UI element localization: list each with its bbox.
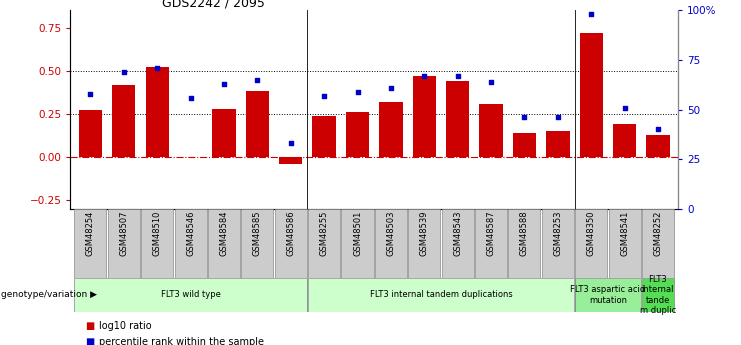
FancyBboxPatch shape bbox=[642, 209, 674, 278]
Point bbox=[619, 105, 631, 110]
FancyBboxPatch shape bbox=[442, 209, 473, 278]
FancyBboxPatch shape bbox=[175, 209, 207, 278]
FancyBboxPatch shape bbox=[242, 209, 273, 278]
Bar bbox=[413, 76, 436, 157]
FancyBboxPatch shape bbox=[107, 209, 140, 278]
FancyBboxPatch shape bbox=[74, 278, 307, 312]
FancyBboxPatch shape bbox=[575, 278, 641, 312]
Text: GSM48585: GSM48585 bbox=[253, 211, 262, 256]
Point bbox=[84, 91, 96, 97]
Text: FLT3 internal tandem duplications: FLT3 internal tandem duplications bbox=[370, 290, 512, 299]
Text: GSM48584: GSM48584 bbox=[219, 211, 228, 256]
Point bbox=[585, 11, 597, 17]
Point bbox=[151, 65, 163, 71]
Text: GSM48586: GSM48586 bbox=[286, 211, 295, 256]
Text: FLT3
internal
tande
m duplic: FLT3 internal tande m duplic bbox=[640, 275, 676, 315]
Bar bbox=[145, 67, 169, 157]
Text: FLT3 aspartic acid
mutation: FLT3 aspartic acid mutation bbox=[571, 285, 645, 305]
Bar bbox=[246, 91, 269, 157]
Point bbox=[485, 79, 497, 85]
FancyBboxPatch shape bbox=[642, 278, 674, 312]
Text: GDS2242 / 2095: GDS2242 / 2095 bbox=[162, 0, 265, 9]
FancyBboxPatch shape bbox=[275, 209, 307, 278]
FancyBboxPatch shape bbox=[375, 209, 407, 278]
Bar bbox=[479, 104, 502, 157]
Bar bbox=[579, 33, 603, 157]
Point bbox=[385, 85, 397, 90]
Text: log10 ratio: log10 ratio bbox=[99, 321, 151, 331]
FancyBboxPatch shape bbox=[342, 209, 373, 278]
Point bbox=[351, 89, 363, 95]
Text: GSM48501: GSM48501 bbox=[353, 211, 362, 256]
Bar bbox=[212, 109, 236, 157]
FancyBboxPatch shape bbox=[508, 209, 540, 278]
Bar bbox=[546, 131, 570, 157]
FancyBboxPatch shape bbox=[74, 209, 107, 278]
Text: genotype/variation ▶: genotype/variation ▶ bbox=[1, 290, 98, 299]
Bar bbox=[346, 112, 369, 157]
Point bbox=[185, 95, 196, 100]
FancyBboxPatch shape bbox=[142, 209, 173, 278]
Text: ■: ■ bbox=[85, 337, 94, 345]
Bar bbox=[379, 102, 402, 157]
Point bbox=[452, 73, 464, 79]
Text: GSM48543: GSM48543 bbox=[453, 211, 462, 256]
Bar bbox=[112, 85, 136, 157]
FancyBboxPatch shape bbox=[308, 278, 574, 312]
Bar bbox=[279, 157, 302, 164]
Text: GSM48254: GSM48254 bbox=[86, 211, 95, 256]
Text: GSM48252: GSM48252 bbox=[654, 211, 662, 256]
Point bbox=[552, 115, 564, 120]
Bar bbox=[446, 81, 469, 157]
Point bbox=[652, 127, 664, 132]
Text: GSM48510: GSM48510 bbox=[153, 211, 162, 256]
Bar bbox=[513, 133, 536, 157]
Text: GSM48539: GSM48539 bbox=[420, 211, 429, 256]
Point bbox=[218, 81, 230, 87]
Point bbox=[318, 93, 330, 98]
Text: FLT3 wild type: FLT3 wild type bbox=[161, 290, 221, 299]
Point bbox=[118, 69, 130, 75]
FancyBboxPatch shape bbox=[308, 209, 340, 278]
Point bbox=[519, 115, 531, 120]
FancyBboxPatch shape bbox=[408, 209, 440, 278]
Point bbox=[419, 73, 431, 79]
Bar bbox=[313, 116, 336, 157]
Text: ■: ■ bbox=[85, 321, 94, 331]
Point bbox=[251, 77, 263, 82]
FancyBboxPatch shape bbox=[608, 209, 641, 278]
FancyBboxPatch shape bbox=[542, 209, 574, 278]
FancyBboxPatch shape bbox=[575, 209, 607, 278]
Bar bbox=[79, 110, 102, 157]
Text: percentile rank within the sample: percentile rank within the sample bbox=[99, 337, 264, 345]
Text: GSM48507: GSM48507 bbox=[119, 211, 128, 256]
Text: GSM48503: GSM48503 bbox=[386, 211, 396, 256]
Text: GSM48541: GSM48541 bbox=[620, 211, 629, 256]
Bar bbox=[646, 135, 670, 157]
Text: GSM48546: GSM48546 bbox=[186, 211, 195, 256]
Text: GSM48350: GSM48350 bbox=[587, 211, 596, 256]
Text: GSM48253: GSM48253 bbox=[554, 211, 562, 256]
FancyBboxPatch shape bbox=[208, 209, 240, 278]
Text: GSM48587: GSM48587 bbox=[487, 211, 496, 256]
Text: GSM48255: GSM48255 bbox=[319, 211, 328, 256]
Text: GSM48588: GSM48588 bbox=[520, 211, 529, 256]
Bar bbox=[613, 124, 637, 157]
Point bbox=[285, 140, 296, 146]
FancyBboxPatch shape bbox=[475, 209, 507, 278]
